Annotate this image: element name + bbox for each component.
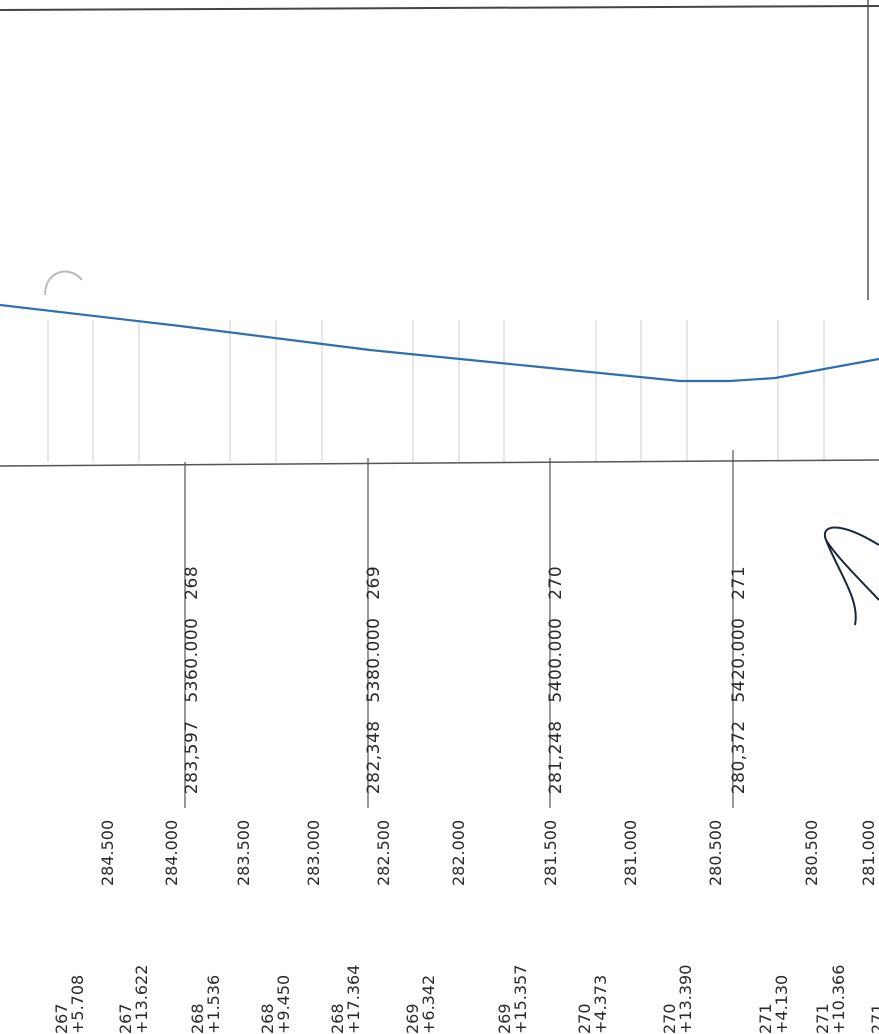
punch-hole-arc	[44, 270, 83, 296]
contour-elevation-label: 283.000	[304, 819, 323, 886]
contour-chainage-label: 271 +10.366	[813, 964, 848, 1034]
contour-elevation-label: 283.500	[234, 819, 253, 886]
station-271-annotation: 280,372 5420.000 271	[729, 565, 749, 795]
contour-elevation-label: 284.500	[98, 819, 117, 886]
contour-elevation-label: 280.500	[706, 819, 725, 886]
contour-elevation-label: 280.500	[802, 819, 821, 886]
contour-offset: +1.536	[204, 974, 223, 1034]
contour-offset: +9.450	[274, 974, 293, 1034]
contour-offset: +10.366	[829, 964, 848, 1034]
top-border	[0, 5, 879, 11]
datum-line	[0, 459, 879, 467]
contour-offset: +17.364	[344, 964, 363, 1034]
contour-elevation-label: 282.500	[374, 819, 393, 886]
contour-offset: +6.342	[419, 974, 438, 1034]
grid-lines	[47, 320, 825, 462]
contour-chainage-label: 269 +6.342	[403, 974, 438, 1034]
ground-profile-line	[0, 303, 879, 383]
contour-chainage-label: 270 +13.390	[660, 964, 695, 1034]
contour-elevation-label: 281.000	[621, 819, 640, 886]
contour-offset: +4.130	[772, 974, 791, 1034]
contour-chainage-label: 267 +13.622	[116, 964, 151, 1034]
contour-station: 271	[868, 1003, 879, 1034]
contour-offset: +13.622	[132, 964, 151, 1034]
contour-elevation-label: 282.000	[449, 819, 468, 886]
contour-chainage-label: 270 +4.373	[575, 974, 610, 1034]
station-270-annotation: 281,248 5400.000 270	[546, 565, 566, 795]
contour-chainage-label: 271	[868, 1003, 879, 1034]
contour-offset: +5.708	[68, 974, 87, 1034]
contour-chainage-label: 268 +9.450	[258, 974, 293, 1034]
hand-drawn-loop	[823, 526, 879, 626]
contour-elevation-label: 284.000	[162, 819, 181, 886]
contour-elevation-label: 281.000	[859, 819, 878, 886]
station-269-annotation: 282,348 5380.000 269	[364, 565, 384, 795]
contour-chainage-label: 268 +1.536	[188, 974, 223, 1034]
contour-chainage-label: 267 +5.708	[52, 974, 87, 1034]
contour-elevation-label: 281.500	[541, 819, 560, 886]
contour-offset: +15.357	[511, 964, 530, 1034]
contour-chainage-label: 271 +4.130	[756, 974, 791, 1034]
contour-chainage-label: 269 +15.357	[495, 964, 530, 1034]
contour-chainage-label: 268 +17.364	[328, 964, 363, 1034]
station-268-annotation: 283,597 5360.000 268	[182, 565, 202, 795]
contour-offset: +13.390	[676, 964, 695, 1034]
contour-offset: +4.373	[591, 974, 610, 1034]
